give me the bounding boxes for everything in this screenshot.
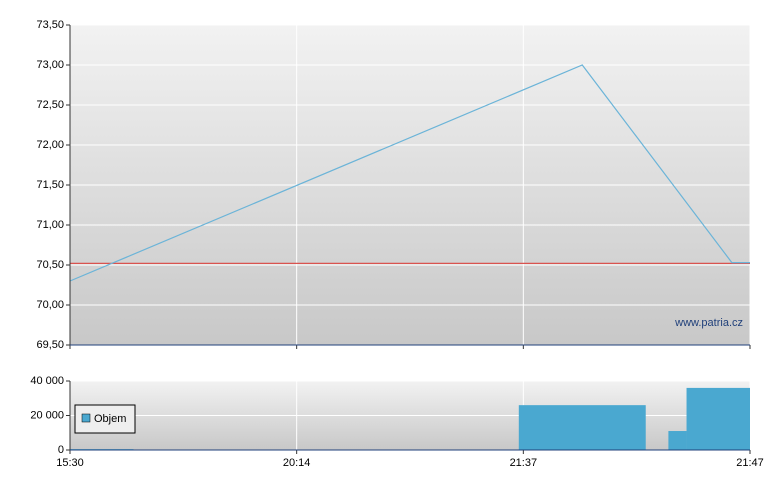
x-tick-label: 15:30 [56, 457, 84, 469]
y-tick-label: 73,00 [36, 59, 64, 71]
volume-bar [518, 405, 646, 450]
legend-label: Objem [94, 413, 126, 425]
watermark: www.patria.cz [674, 317, 743, 329]
y-tick-label: 73,50 [36, 19, 64, 31]
y-tick-label: 69,50 [36, 339, 64, 351]
legend: Objem [74, 404, 136, 434]
y-tick-label: 0 [58, 444, 64, 456]
volume-bar [668, 431, 687, 450]
y-tick-label: 70,00 [36, 299, 64, 311]
price-line [69, 64, 750, 282]
y-tick-label: 20 000 [30, 409, 64, 421]
x-tick-label: 20:14 [283, 457, 311, 469]
y-tick-label: 71,50 [36, 179, 64, 191]
legend-swatch [81, 413, 91, 423]
y-tick-label: 72,00 [36, 139, 64, 151]
volume-bar [686, 387, 750, 450]
x-tick-label: 21:37 [510, 457, 538, 469]
y-tick-label: 40 000 [30, 375, 64, 387]
y-tick-label: 70,50 [36, 259, 64, 271]
y-tick-label: 72,50 [36, 99, 64, 111]
x-tick-label: 21:47 [736, 457, 764, 469]
y-tick-label: 71,00 [36, 219, 64, 231]
